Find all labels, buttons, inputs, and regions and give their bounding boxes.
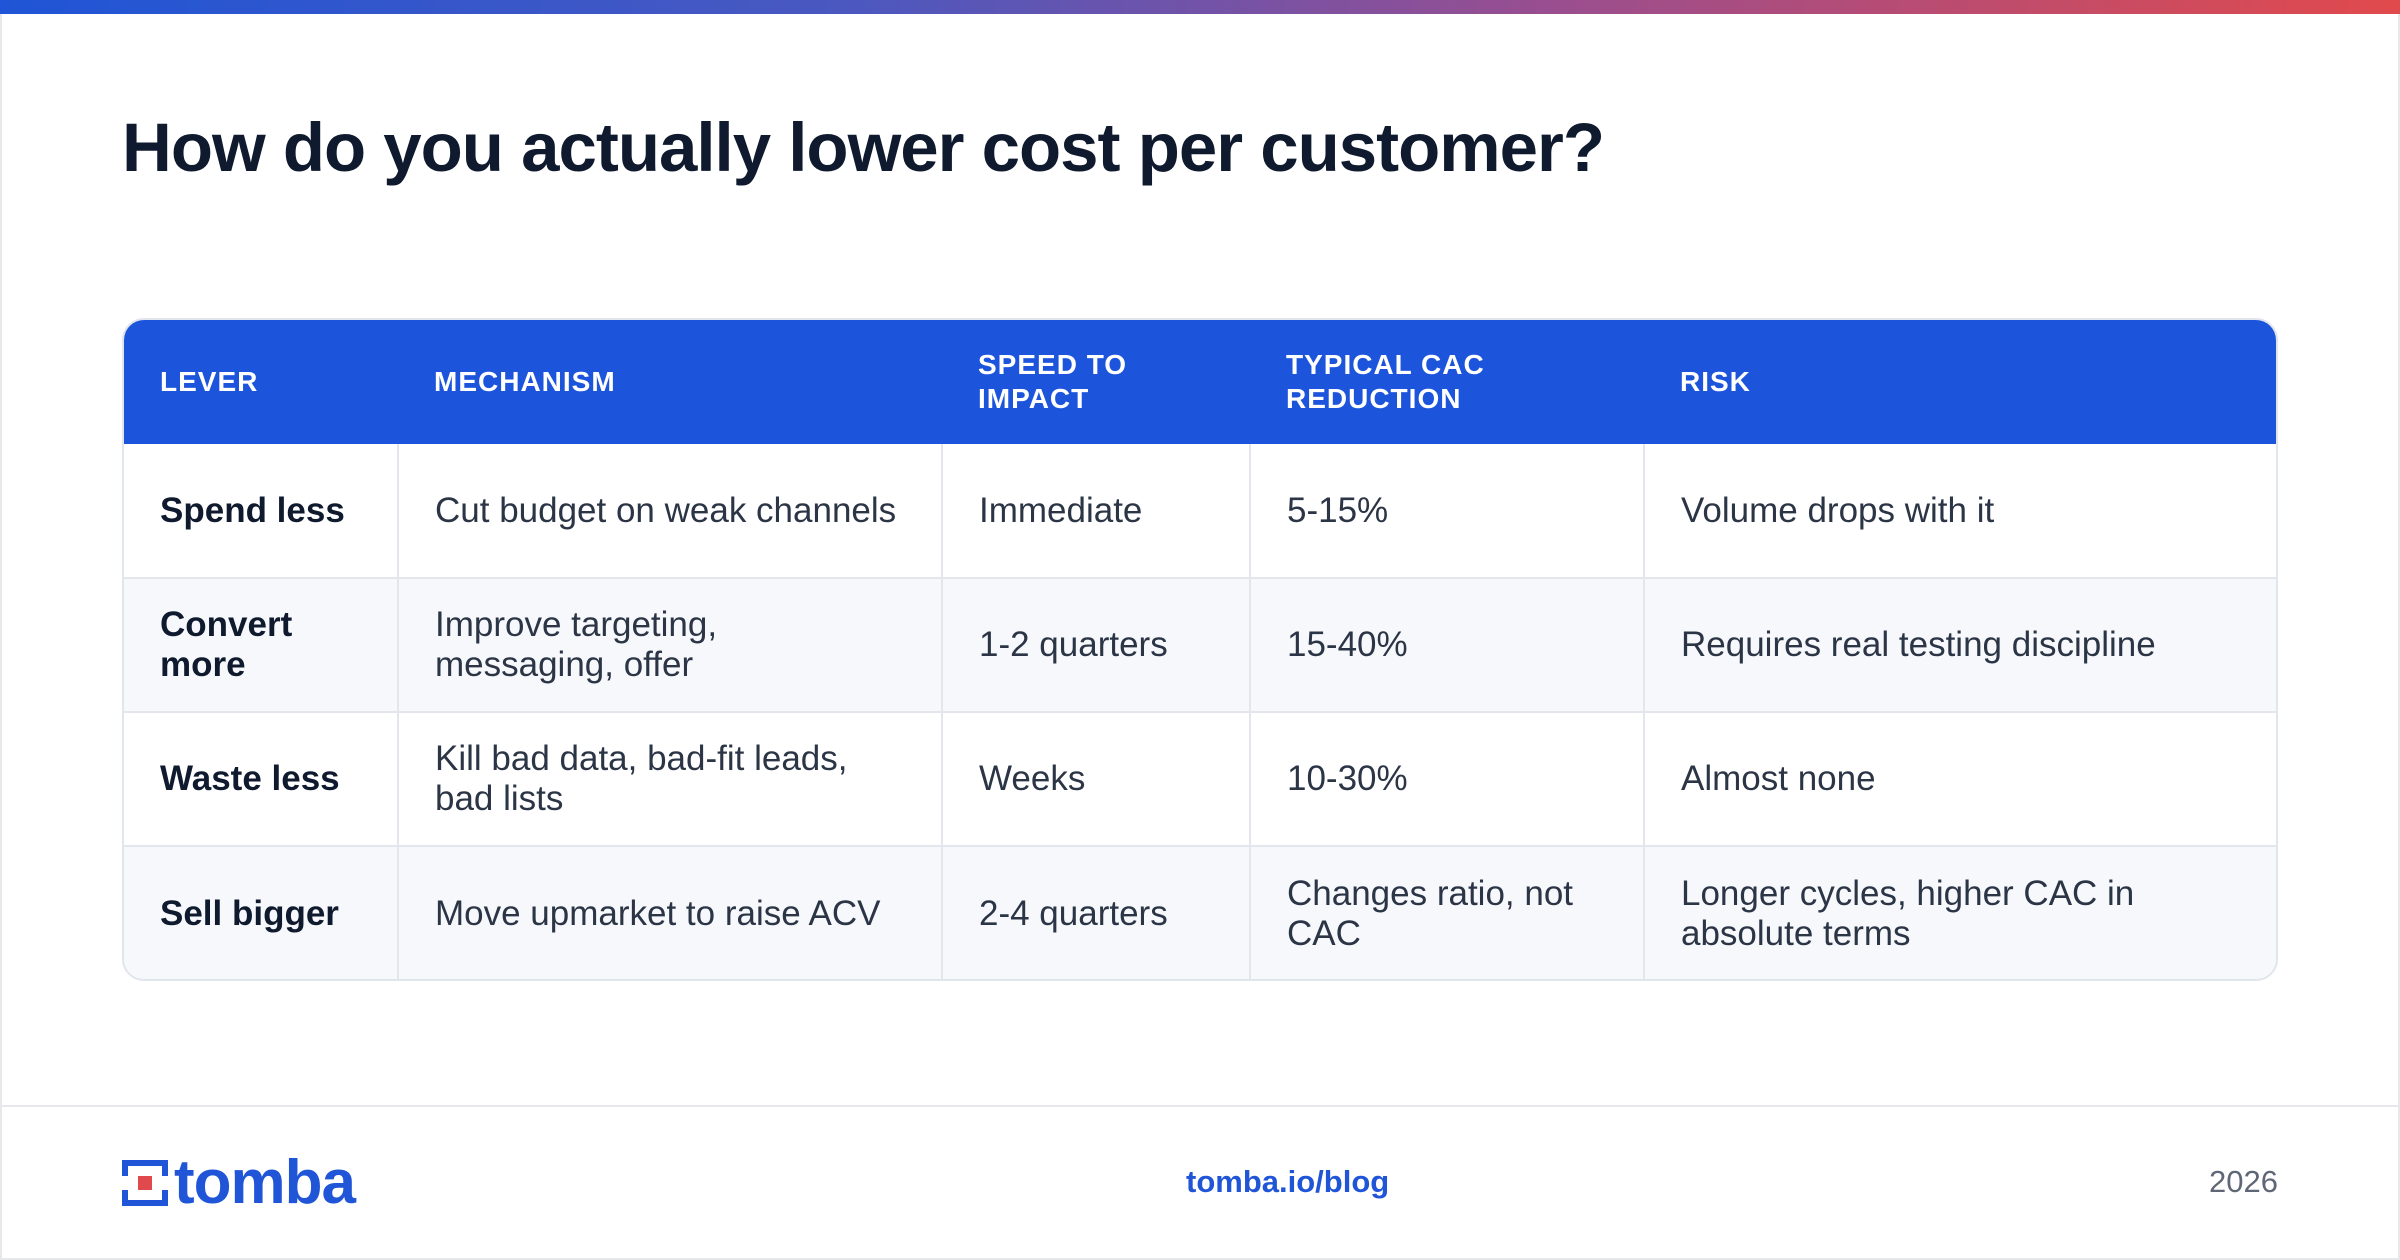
table-row: Spend less Cut budget on weak channels I… [124,444,2276,578]
footer-year: 2026 [2209,1164,2278,1199]
cell-reduction: 5-15% [1249,444,1644,578]
tomba-logo[interactable]: tomba [122,1148,356,1217]
cell-risk: Almost none [1643,711,2276,846]
table-header-row: LEVER MECHANISM SPEED TO IMPACT TYPICAL … [124,320,2276,444]
cell-reduction: Changes ratio, not CAC [1249,845,1644,979]
table-row: Convert more Improve targeting, messagin… [124,577,2276,712]
logo-wordmark: tomba [174,1148,356,1217]
cell-mechanism: Kill bad data, bad-fit leads, bad lists [397,711,942,846]
cell-speed: Weeks [941,711,1250,846]
cell-lever: Spend less [160,490,345,530]
cell-speed: 2-4 quarters [941,845,1250,979]
header-speed: SPEED TO IMPACT [978,349,1128,414]
cell-speed: 1-2 quarters [941,577,1250,712]
cell-mechanism: Improve targeting, messaging, offer [397,577,942,712]
header-mechanism: MECHANISM [434,366,616,397]
cell-mechanism: Cut budget on weak channels [397,444,942,578]
header-reduction: TYPICAL CAC REDUCTION [1286,349,1485,414]
footer-divider [0,1105,2400,1107]
cell-reduction: 10-30% [1249,711,1644,846]
cell-risk: Volume drops with it [1643,444,2276,578]
header-lever: LEVER [160,366,259,397]
blog-link[interactable]: tomba.io/blog [1186,1164,1390,1199]
cell-risk: Longer cycles, higher CAC in absolute te… [1643,845,2276,979]
cell-mechanism: Move upmarket to raise ACV [397,845,942,979]
cell-speed: Immediate [941,444,1250,578]
cell-lever: Waste less [124,711,398,846]
table-row: Waste less Kill bad data, bad-fit leads,… [124,711,2276,846]
cac-levers-table: LEVER MECHANISM SPEED TO IMPACT TYPICAL … [122,318,2278,981]
top-gradient-bar [0,0,2400,14]
cell-lever: Convert more [124,577,398,712]
page-title: How do you actually lower cost per custo… [122,109,1605,186]
tomba-logo-icon [122,1160,168,1206]
cell-lever: Sell bigger [124,845,398,979]
table-row: Sell bigger Move upmarket to raise ACV 2… [124,845,2276,979]
cell-risk: Requires real testing discipline [1643,577,2276,712]
cell-reduction: 15-40% [1249,577,1644,712]
header-risk: RISK [1680,366,1751,397]
